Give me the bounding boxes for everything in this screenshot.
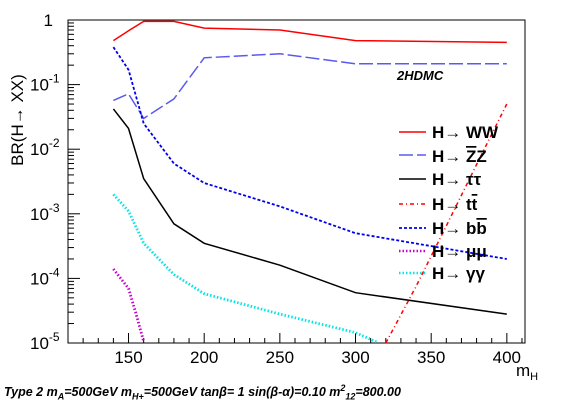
y-tick-label: 10-5 xyxy=(30,330,60,353)
x-axis-title: mH xyxy=(516,361,538,383)
y-axis-title: BR(H→ XX) xyxy=(8,74,27,166)
series-line-2 xyxy=(112,108,507,315)
legend-entry-tautau: H→ ττ xyxy=(399,170,482,189)
legend-entry-tt: H→ tt xyxy=(399,195,478,214)
series-line-0 xyxy=(112,20,507,44)
series-line-6 xyxy=(112,193,379,344)
legend-entry-mumu: H→ μμ xyxy=(399,242,487,261)
annotation-2hdmc: 2HDMC xyxy=(396,68,444,83)
series-line-5 xyxy=(112,268,146,342)
legend-label-zz: H→ ZZ xyxy=(432,147,487,166)
legend-label-gamgam: H→ γγ xyxy=(432,264,485,283)
legend-label-ww: H→ WW xyxy=(432,123,499,142)
x-tick-label: 250 xyxy=(266,348,294,367)
legend-label-mumu: H→ μμ xyxy=(432,242,487,261)
x-tick-label: 350 xyxy=(417,348,445,367)
legend-label-tt: H→ tt xyxy=(432,195,478,214)
y-tick-label: 10-4 xyxy=(30,265,60,288)
legend-entry-bb: H→ bb xyxy=(399,219,487,238)
y-tick-label: 1 xyxy=(44,11,53,30)
parameter-caption: Type 2 mA=500GeV mH+=500GeV tanβ= 1 sin(… xyxy=(4,383,401,402)
ticks-layer: 150 200 250 300 350 400 10-5 10-4 10-3 10-2 10-1 1 xyxy=(30,11,523,367)
legend-label-tautau: H→ ττ xyxy=(432,170,482,189)
y-tick-label: 10-1 xyxy=(30,72,60,95)
legend-entry-gamgam: H→ γγ xyxy=(399,264,485,283)
x-tick-label: 400 xyxy=(493,348,521,367)
y-tick-label: 10-3 xyxy=(30,201,60,224)
x-tick-label: 300 xyxy=(341,348,369,367)
y-tick-label: 10-2 xyxy=(30,136,60,159)
legend: H→ WW H→ ZZ H→ ττ H→ tt H→ bb H→ μμ H→ γ… xyxy=(399,123,499,283)
x-tick-label: 200 xyxy=(190,348,218,367)
legend-entry-zz: H→ ZZ xyxy=(399,147,487,166)
plot-frame xyxy=(67,19,526,344)
legend-entry-ww: H→ WW xyxy=(399,123,499,142)
series-layer xyxy=(112,20,508,344)
series-line-1 xyxy=(113,53,507,120)
legend-label-bb: H→ bb xyxy=(432,219,487,238)
series-line-4 xyxy=(112,46,507,260)
series-line-3 xyxy=(385,103,508,344)
x-tick-label: 150 xyxy=(114,348,142,367)
